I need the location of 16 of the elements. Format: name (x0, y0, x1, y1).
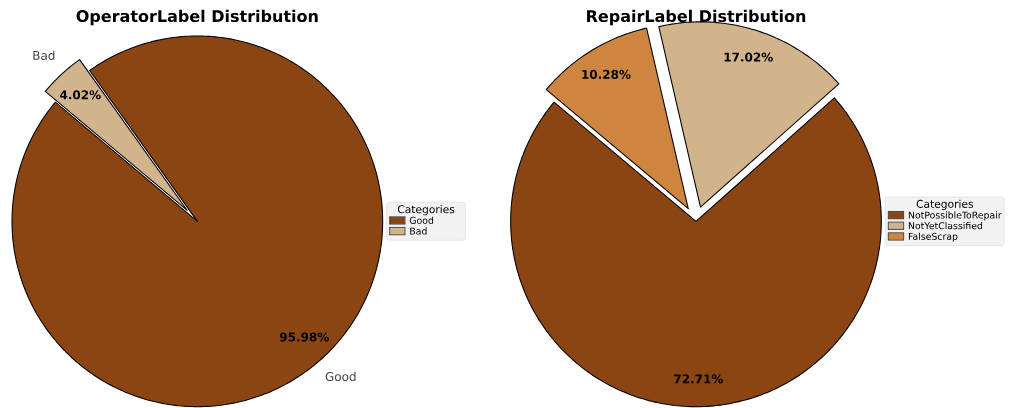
data-label: 17.02% (724, 52, 773, 62)
text: Bad (33, 50, 55, 60)
data-label: 72.71% (674, 374, 723, 384)
legend-label: Bad (410, 227, 427, 235)
legend-label: NotYetClassified (908, 222, 983, 230)
legend-title: Categories (916, 199, 974, 210)
chart-title: OperatorLabel Distribution (76, 9, 318, 26)
data-label: 4.02% (60, 90, 101, 100)
legend-label: NotPossibleToRepair (908, 211, 1002, 221)
legend-label: Good (409, 216, 434, 224)
data-label: 10.28% (582, 69, 631, 79)
legend-label: FalseScrap (908, 232, 958, 242)
chart-title: RepairLabel Distribution (587, 9, 806, 26)
text: Good (325, 371, 356, 382)
legend-title: Categories (397, 205, 455, 216)
data-label: 95.98% (279, 332, 329, 342)
